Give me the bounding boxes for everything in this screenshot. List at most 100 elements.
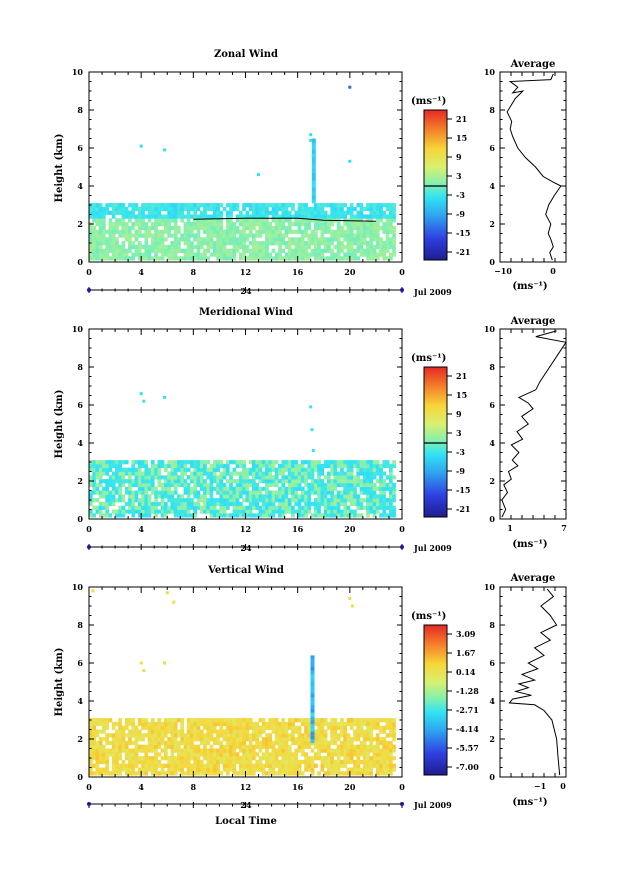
heatmap-cell: [164, 486, 168, 491]
scatter-point: [172, 600, 176, 604]
heatmap-cell: [95, 237, 100, 242]
heatmap-cell: [258, 718, 263, 723]
heatmap-cell: [248, 718, 253, 723]
heatmap-cell: [346, 479, 351, 484]
heatmap-cell: [121, 737, 126, 742]
heatmap-cell: [134, 252, 139, 257]
heatmap-cell: [327, 498, 331, 503]
heatmap-cell: [199, 767, 204, 772]
heatmap-cell: [323, 759, 328, 765]
heatmap-cell: [291, 509, 295, 514]
heatmap-cell: [281, 233, 286, 238]
heatmap-cell: [219, 756, 224, 761]
heatmap-cell: [330, 482, 334, 488]
heatmap-cell: [167, 206, 171, 212]
colorbar-tick-label: 21: [456, 114, 467, 124]
heatmap-cell: [287, 471, 292, 476]
heatmap-cell: [327, 225, 331, 231]
heatmap-cell: [268, 756, 272, 761]
heatmap-cell: [89, 206, 93, 212]
heatmap-cell: [382, 248, 387, 253]
heatmap-cell: [304, 214, 308, 219]
heatmap-cell: [203, 237, 207, 242]
heatmap-cell: [154, 252, 158, 257]
heatmap-cell: [323, 498, 328, 503]
heatmap-cell: [310, 771, 315, 776]
heatmap-cell: [242, 475, 246, 480]
heatmap-cell: [167, 494, 171, 499]
heatmap-cell: [304, 460, 308, 465]
heatmap-cell: [186, 498, 191, 503]
heatmap-cell: [261, 494, 266, 499]
heatmap-cell: [154, 467, 158, 472]
heatmap-cell: [242, 222, 246, 227]
heatmap-cell: [111, 740, 116, 746]
heatmap-cell: [349, 767, 354, 772]
heatmap-cell: [157, 233, 162, 238]
heatmap-cell: [336, 733, 341, 738]
heatmap-cell: [157, 501, 162, 507]
heatmap-cell: [212, 479, 217, 484]
heatmap-cell: [212, 210, 217, 215]
heatmap-cell: [242, 256, 246, 261]
heatmap-cell: [98, 463, 103, 469]
heatmap-cell: [167, 222, 171, 227]
heatmap-cell: [369, 467, 374, 472]
heatmap-cell: [219, 471, 224, 476]
heatmap-cell: [150, 241, 155, 246]
heatmap-cell: [349, 756, 354, 761]
heatmap-cell: [330, 733, 334, 738]
heatmap-cell: [235, 740, 240, 746]
heatmap-cell: [225, 767, 230, 772]
heatmap-cell: [164, 463, 168, 469]
heatmap-cell: [245, 471, 250, 476]
scatter-point: [139, 661, 143, 665]
heatmap-cell: [89, 729, 93, 734]
heatmap-cell: [372, 237, 377, 242]
heatmap-cell: [320, 467, 325, 472]
heatmap-cell: [124, 721, 129, 727]
heatmap-cell: [271, 771, 276, 776]
heatmap-cell: [340, 471, 344, 476]
heatmap-cell: [366, 244, 370, 250]
heatmap-cell: [261, 744, 266, 749]
heatmap-cell: [389, 467, 393, 472]
heatmap-cell: [219, 237, 224, 242]
heatmap-cell: [297, 256, 302, 261]
heatmap-cell: [281, 475, 286, 480]
heatmap-cell: [317, 214, 321, 219]
profile-x-label: (ms⁻¹): [512, 281, 547, 292]
heatmap-cell: [105, 479, 109, 484]
heatmap-cell: [379, 206, 383, 212]
heatmap-cell: [375, 771, 380, 776]
heatmap-cell: [229, 725, 233, 730]
heatmap-cell: [346, 756, 351, 761]
heatmap-cell: [137, 501, 142, 507]
heatmap-cell: [340, 725, 344, 730]
heatmap-cell: [353, 252, 357, 257]
heatmap-cell: [353, 759, 357, 765]
heatmap-cell: [291, 486, 295, 491]
heatmap-cell: [124, 725, 129, 730]
heatmap-cell: [98, 756, 103, 761]
heatmap-cell: [248, 763, 253, 768]
heatmap-cell: [346, 222, 351, 227]
heatmap-cell: [157, 237, 162, 242]
heatmap-cell: [235, 214, 240, 219]
y-tick-label: 4: [77, 181, 83, 191]
heatmap-cell: [118, 248, 122, 253]
y-tick-label: 0: [77, 257, 83, 267]
heatmap-cell: [89, 252, 93, 257]
heatmap-cell: [102, 225, 106, 231]
heatmap-cell: [190, 252, 194, 257]
heatmap-cell: [183, 752, 188, 757]
heatmap-cell: [170, 771, 175, 776]
heatmap-cell: [278, 501, 282, 507]
heatmap-cell: [294, 498, 299, 503]
heatmap-cell: [147, 767, 152, 772]
heatmap-cell: [225, 203, 230, 208]
heatmap-cell: [245, 718, 250, 723]
heatmap-cell: [359, 460, 364, 465]
heatmap-cell: [147, 475, 152, 480]
